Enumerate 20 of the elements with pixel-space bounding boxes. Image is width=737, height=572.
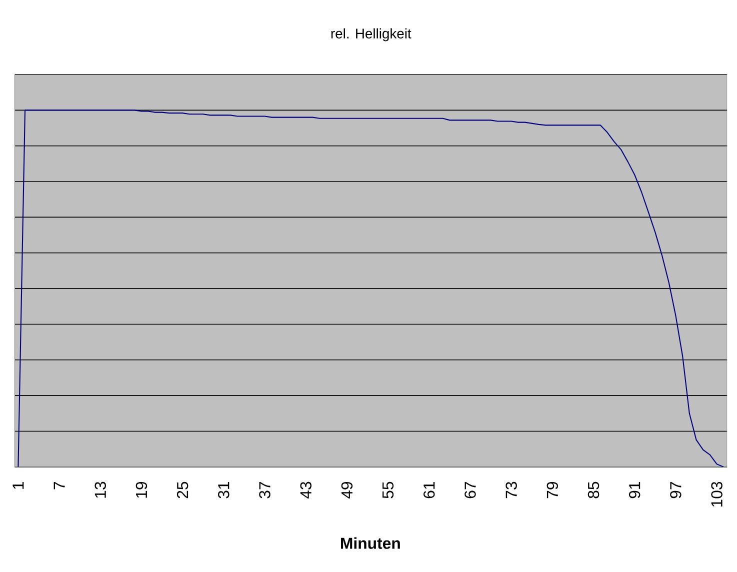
x-tick-label: 97 xyxy=(670,482,682,498)
x-tick-label: 25 xyxy=(176,482,188,498)
x-tick-label: 43 xyxy=(300,482,312,498)
x-tick-label: 103 xyxy=(711,482,722,506)
x-tick-label: 31 xyxy=(218,482,230,498)
x-tick-label: 19 xyxy=(136,482,148,498)
x-tick-label: 55 xyxy=(382,482,394,498)
x-tick-label: 13 xyxy=(94,482,106,498)
x-tick-label: 85 xyxy=(588,482,600,498)
x-tick-label: 7 xyxy=(54,482,65,490)
x-axis-title: Minuten xyxy=(341,537,400,549)
chart-title: rel. Helligkeit xyxy=(331,28,412,42)
x-tick-label: 37 xyxy=(259,482,270,498)
x-tick-label: 79 xyxy=(546,482,558,498)
x-tick-label: 73 xyxy=(506,482,517,498)
x-tick-label: 49 xyxy=(341,482,353,498)
x-tick-label: 61 xyxy=(424,482,435,498)
x-tick-label: 67 xyxy=(464,482,476,498)
x-tick-label: 1 xyxy=(12,482,24,489)
x-tick-label: 91 xyxy=(628,482,640,498)
